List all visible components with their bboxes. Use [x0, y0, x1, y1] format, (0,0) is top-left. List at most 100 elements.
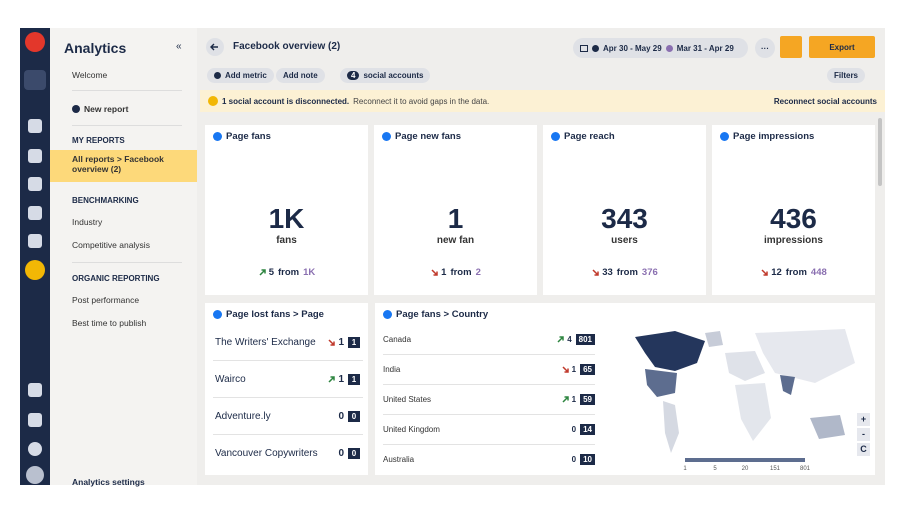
- metric-unit: impressions: [764, 235, 823, 246]
- analytics-icon-active[interactable]: [25, 260, 45, 280]
- nav-item[interactable]: Welcome: [72, 70, 108, 80]
- separator: [383, 354, 595, 355]
- lost-fans-row: Wairco 1 1: [215, 374, 360, 385]
- nav-icon[interactable]: [28, 177, 42, 191]
- country-row: Canada 4 801: [383, 334, 595, 345]
- plus-icon: [214, 72, 221, 79]
- title: Page impressions: [733, 131, 815, 142]
- trend-arrow: [328, 376, 336, 383]
- fb-icon: [720, 132, 729, 141]
- card-title: Page reach: [551, 131, 615, 142]
- lost-fans-row: The Writers' Exchange 1 1: [215, 337, 360, 348]
- change: 0: [338, 448, 344, 459]
- title: Page reach: [564, 131, 615, 142]
- back-arrow: [210, 43, 218, 51]
- country: Canada: [383, 335, 412, 344]
- map-control[interactable]: C: [857, 443, 870, 456]
- title: Page fans > Country: [396, 309, 489, 320]
- nav-item[interactable]: Industry: [72, 217, 103, 227]
- more-button[interactable]: ···: [755, 38, 775, 58]
- nav-item[interactable]: Best time to publish: [72, 318, 147, 328]
- legend: 1 5 20 151 801: [683, 458, 811, 472]
- metric-value: 343: [601, 203, 648, 234]
- metric-change: 33 from 376: [543, 267, 706, 278]
- date-picker[interactable]: Apr 30 - May 29 Mar 31 - Apr 29: [573, 38, 748, 58]
- change: 1: [571, 395, 577, 404]
- count: 4: [347, 71, 360, 80]
- metric-card: Page impressions 436 impressions 12 from 448: [712, 125, 875, 295]
- country: India: [383, 365, 401, 374]
- value: 1: [348, 374, 360, 385]
- value: 59: [580, 394, 595, 405]
- label: social accounts: [363, 71, 424, 80]
- change: 1: [571, 365, 577, 374]
- page-name: The Writers' Exchange: [215, 337, 316, 348]
- collapse-button[interactable]: «: [176, 41, 182, 52]
- avatar[interactable]: [26, 466, 44, 484]
- value: 801: [575, 334, 595, 345]
- from-text: from: [785, 267, 807, 278]
- map-control[interactable]: -: [857, 428, 870, 441]
- scrollbar[interactable]: [878, 118, 882, 186]
- value: 10: [580, 454, 595, 465]
- country-row: United Kingdom 0 14: [383, 424, 595, 435]
- value: 0: [348, 411, 360, 422]
- map-control[interactable]: +: [857, 413, 870, 426]
- dot: [592, 44, 599, 52]
- country-card: Page fans > Country Canada 4 801 India 1 65 Un…: [375, 303, 875, 475]
- nav-item[interactable]: All reports > Facebook overview (2): [72, 154, 164, 174]
- alert-link[interactable]: Reconnect social accounts: [773, 96, 877, 106]
- fb-icon: [213, 132, 222, 141]
- settings-link[interactable]: Analytics settings: [72, 477, 145, 487]
- compose-button[interactable]: [24, 70, 46, 90]
- nav-icon[interactable]: [28, 234, 42, 248]
- share-button[interactable]: [780, 36, 802, 58]
- separator: [213, 434, 363, 435]
- legend-label: 20: [742, 466, 749, 472]
- add-note[interactable]: Add note: [276, 68, 325, 83]
- country: United Kingdom: [383, 425, 440, 434]
- change: 1: [338, 374, 344, 385]
- legend-label: 5: [713, 466, 717, 472]
- country-row: India 1 65: [383, 364, 595, 375]
- nav-item[interactable]: Competitive analysis: [72, 240, 150, 250]
- value: 65: [580, 364, 595, 375]
- lost-fans-row: Adventure.ly 0 0: [215, 411, 360, 422]
- main: Facebook overview (2) Apr 30 - May 29 Ma…: [197, 28, 885, 485]
- from-text: from: [616, 267, 638, 278]
- label: Add metric: [225, 71, 267, 80]
- alert-text: Reconnect it to avoid gaps in the data.: [353, 96, 490, 106]
- new-report[interactable]: New report: [72, 104, 128, 114]
- nav-icon[interactable]: [28, 383, 42, 397]
- add-metric[interactable]: Add metric: [207, 68, 274, 83]
- card-title: Page impressions: [720, 131, 814, 142]
- page-name: Adventure.ly: [215, 411, 271, 422]
- nav-icon[interactable]: [28, 206, 42, 220]
- from-text: from: [450, 267, 472, 278]
- accounts-filter[interactable]: 4 social accounts: [340, 68, 431, 83]
- selected-item[interactable]: [50, 150, 197, 182]
- section-heading: MY REPORTS: [72, 136, 125, 145]
- separator: [383, 414, 595, 415]
- country-row: United States 1 59: [383, 394, 595, 405]
- legend-label: 1: [683, 466, 687, 472]
- separator: [72, 262, 182, 263]
- page-name: Wairco: [215, 374, 246, 385]
- trend-arrow: [562, 366, 569, 373]
- change: 4: [567, 335, 572, 344]
- nav-icon[interactable]: [28, 119, 42, 133]
- trend-arrow: [562, 396, 569, 403]
- nav-icon[interactable]: [28, 413, 42, 427]
- card-title: Page fans > Country: [383, 309, 488, 320]
- change: 0: [571, 425, 577, 434]
- help-icon[interactable]: [28, 442, 42, 456]
- nav-icon[interactable]: [28, 149, 42, 163]
- export-button[interactable]: Export: [809, 36, 875, 58]
- nav-item[interactable]: Post performance: [72, 295, 140, 305]
- back-button[interactable]: [206, 38, 224, 56]
- section-heading: BENCHMARKING: [72, 196, 139, 205]
- metric-change: 1 from 2: [374, 267, 537, 278]
- filters[interactable]: Filters: [827, 68, 866, 83]
- analytics-nav: Analytics « Welcome New report MY REPORT…: [50, 28, 197, 487]
- country-row: Australia 0 10: [383, 454, 595, 465]
